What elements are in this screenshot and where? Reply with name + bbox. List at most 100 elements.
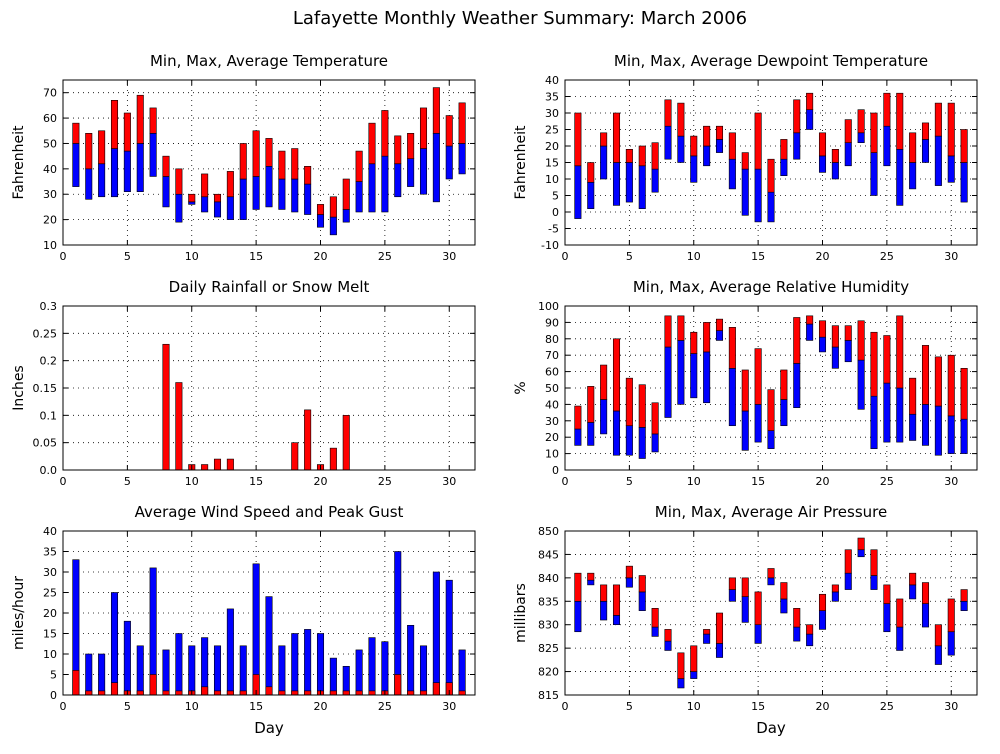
x-tick-label: 20	[314, 250, 328, 263]
average-wind-bar	[162, 690, 170, 696]
average-wind-bar	[458, 690, 466, 696]
x-tick-label: 0	[60, 250, 67, 263]
bar-min-to-avg	[329, 216, 337, 236]
bar-avg-to-max	[252, 130, 260, 177]
bar-min-to-avg	[136, 143, 144, 192]
x-tick-label: 15	[751, 250, 765, 263]
x-tick-label: 10	[687, 475, 701, 488]
plot-frame	[564, 530, 978, 696]
dewpoint-title: Min, Max, Average Dewpoint Temperature	[614, 52, 928, 70]
y-tick-label: 20	[43, 607, 57, 620]
rainfall-bar	[342, 415, 350, 471]
bar-min-to-avg	[780, 399, 788, 427]
pressure-xlabel: Day	[756, 719, 786, 737]
rainfall-chart: 0.0 0.05 0.1 0.15 0.2 0.25 0.3 0 5 10 15 20 25 30 Dail…	[11, 278, 476, 488]
bar-avg-to-max	[368, 122, 376, 165]
y-tick-label: 830	[538, 619, 559, 632]
y-tick-label: 0.0	[40, 464, 58, 477]
average-wind-bar	[265, 686, 273, 696]
bar-min-to-avg	[909, 162, 917, 190]
bar-min-to-avg	[149, 133, 157, 177]
y-tick-label: 0	[50, 689, 57, 702]
bar-min-to-avg	[98, 163, 106, 198]
x-tick-label: 15	[249, 475, 263, 488]
bar-avg-to-max	[870, 549, 878, 576]
y-tick-label: 40	[545, 74, 559, 87]
bar-avg-to-max	[844, 119, 852, 143]
bar-avg-to-max	[600, 584, 608, 602]
bar-min-to-avg	[831, 346, 839, 369]
peak-gust-bar	[265, 596, 273, 696]
y-tick-label: 35	[43, 546, 57, 559]
bar-min-to-avg	[844, 340, 852, 363]
bar-avg-to-max	[407, 133, 415, 159]
bar-min-to-avg	[883, 125, 891, 167]
bar-avg-to-max	[818, 132, 827, 157]
rainfall-ylabel: Inches	[11, 365, 27, 410]
bar-avg-to-max	[960, 129, 968, 163]
bar-avg-to-max	[831, 325, 839, 348]
x-tick-label: 0	[60, 700, 67, 713]
bar-min-to-avg	[857, 132, 865, 144]
y-tick-label: 0.3	[40, 300, 58, 313]
bar-min-to-avg	[960, 162, 968, 203]
bar-min-to-avg	[896, 387, 904, 443]
bar-avg-to-max	[677, 652, 685, 679]
x-tick-label: 15	[751, 475, 765, 488]
bar-min-to-avg	[638, 165, 646, 210]
humidity-bars	[574, 315, 968, 459]
pressure-title: Min, Max, Average Air Pressure	[655, 503, 887, 521]
bar-min-to-avg	[741, 168, 749, 216]
bar-avg-to-max	[934, 356, 942, 407]
bar-avg-to-max	[934, 102, 942, 137]
x-tick-label: 20	[314, 700, 328, 713]
bar-avg-to-max	[612, 584, 621, 616]
bar-min-to-avg	[612, 410, 621, 456]
bar-min-to-avg	[664, 346, 672, 418]
bar-avg-to-max	[793, 317, 801, 364]
bar-avg-to-max	[638, 145, 646, 167]
average-wind-bar	[85, 690, 93, 696]
x-tick-label: 30	[944, 700, 958, 713]
bar-min-to-avg	[703, 633, 711, 644]
bar-min-to-avg	[754, 404, 762, 443]
average-wind-bar	[432, 682, 440, 696]
bar-avg-to-max	[316, 204, 325, 215]
y-tick-label: 0	[552, 206, 559, 219]
bar-avg-to-max	[793, 608, 801, 628]
bar-min-to-avg	[574, 428, 582, 446]
bar-min-to-avg	[703, 351, 711, 404]
bar-avg-to-max	[445, 115, 453, 147]
bar-min-to-avg	[458, 143, 466, 175]
bar-min-to-avg	[921, 603, 930, 628]
bar-avg-to-max	[265, 138, 273, 167]
bar-avg-to-max	[329, 196, 337, 218]
y-tick-label: 0.05	[33, 437, 58, 450]
y-tick-label: 30	[43, 188, 57, 201]
average-wind-bar	[368, 690, 376, 696]
bar-avg-to-max	[600, 132, 608, 147]
peak-gust-bar	[419, 645, 428, 696]
bar-min-to-avg	[201, 196, 209, 213]
dewpoint-ylabel: Fahrenheit	[513, 125, 529, 200]
bar-min-to-avg	[677, 678, 685, 689]
bar-avg-to-max	[664, 99, 672, 127]
y-tick-label: 60	[43, 112, 57, 125]
bar-min-to-avg	[110, 148, 119, 198]
bar-min-to-avg	[818, 610, 827, 630]
bar-avg-to-max	[432, 87, 440, 134]
bar-min-to-avg	[831, 162, 839, 180]
bar-avg-to-max	[574, 405, 582, 430]
bar-min-to-avg	[291, 178, 299, 213]
bar-avg-to-max	[690, 331, 698, 354]
x-tick-label: 5	[626, 700, 633, 713]
bar-min-to-avg	[947, 155, 955, 183]
y-tick-label: 0.25	[33, 327, 58, 340]
wind-bars	[72, 551, 466, 696]
bar-min-to-avg	[921, 404, 930, 446]
x-tick-label: 30	[944, 250, 958, 263]
peak-gust-bar	[304, 629, 312, 696]
bar-avg-to-max	[728, 132, 736, 160]
bar-avg-to-max	[226, 171, 234, 198]
